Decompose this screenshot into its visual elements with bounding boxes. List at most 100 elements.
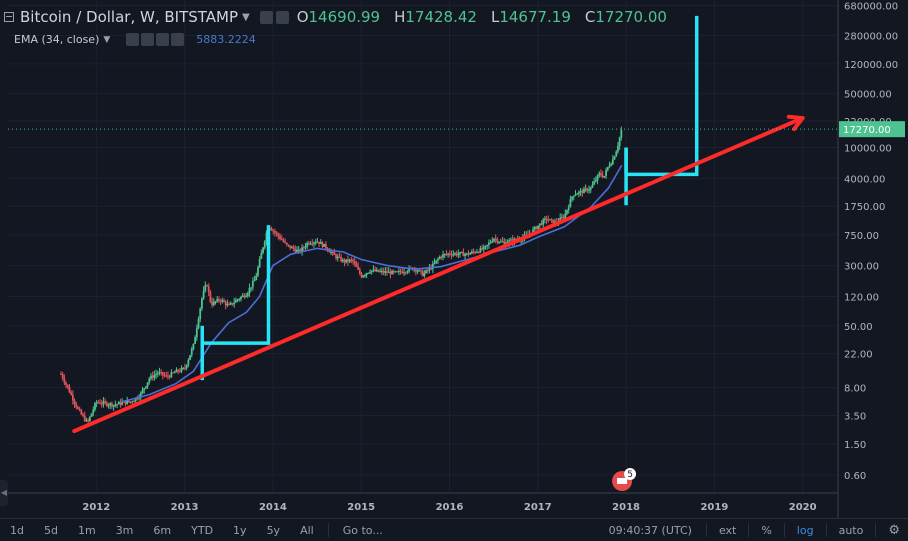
close-label: C <box>584 8 596 26</box>
candle-body <box>177 369 180 372</box>
candle-body <box>238 299 241 301</box>
candle-body <box>549 219 551 221</box>
candle-body <box>479 248 482 253</box>
percent-toggle[interactable]: % <box>761 523 772 537</box>
range-button[interactable]: 1d <box>10 523 24 537</box>
candle-body <box>216 299 219 302</box>
candle-body <box>258 258 261 268</box>
candle-body <box>577 191 580 194</box>
candle-body <box>116 404 118 406</box>
candle-body <box>104 401 107 403</box>
time-tick-label: 2014 <box>259 502 287 513</box>
candle-body <box>404 272 407 274</box>
candle-body <box>190 348 193 356</box>
candle-body <box>153 375 156 378</box>
indicator-value: 5883.2224 <box>196 33 256 46</box>
candle-body <box>471 251 473 254</box>
candle-body <box>330 251 332 253</box>
candle-body <box>333 252 336 255</box>
candle-body <box>319 242 322 245</box>
candle-body <box>386 271 388 273</box>
candle-body <box>255 275 258 281</box>
settings-icon[interactable] <box>141 33 155 46</box>
candle-body <box>63 378 66 383</box>
candle-body <box>114 404 117 406</box>
candle-body <box>61 374 64 379</box>
candle-body <box>459 252 461 255</box>
candle-body <box>440 256 443 258</box>
candle-body <box>567 207 570 211</box>
candle-body <box>450 254 453 256</box>
candle-body <box>426 270 429 272</box>
candle-body <box>151 375 154 378</box>
collapse-panel-handle[interactable]: ◀ <box>0 480 8 506</box>
chevron-down-icon[interactable]: ▼ <box>242 11 250 23</box>
candle-body <box>85 420 88 422</box>
eye-icon[interactable] <box>126 33 140 46</box>
eye-icon[interactable] <box>259 10 273 24</box>
collapse-icon[interactable] <box>4 12 14 22</box>
candle-body <box>307 243 310 245</box>
candle-body <box>129 401 132 403</box>
candle-body <box>550 219 553 221</box>
candle-body <box>593 181 596 185</box>
candle-body <box>277 233 280 237</box>
candle-body <box>489 242 492 244</box>
candle-body <box>211 301 214 306</box>
ext-toggle[interactable]: ext <box>718 523 737 537</box>
candle-body <box>100 403 103 405</box>
range-button[interactable]: 1y <box>233 523 247 537</box>
candle-body <box>172 372 174 374</box>
candle-body <box>97 402 100 404</box>
time-tick-label: 2013 <box>171 502 199 513</box>
candle-body <box>613 156 616 160</box>
symbol-title[interactable]: Bitcoin / Dollar, W, BITSTAMP <box>20 8 238 26</box>
candle-body <box>207 286 210 292</box>
auto-toggle[interactable]: auto <box>838 523 864 537</box>
candle-body <box>83 415 86 422</box>
range-button[interactable]: 5y <box>266 523 281 537</box>
candle-body <box>455 253 458 256</box>
candle-body <box>533 227 536 230</box>
candle-body <box>382 270 385 273</box>
candle-body <box>143 388 146 391</box>
plus-icon[interactable] <box>156 33 170 46</box>
price-tick-label: 50.00 <box>844 322 873 333</box>
candle-body <box>109 403 112 406</box>
candle-body <box>482 246 485 250</box>
candle-body <box>321 242 324 247</box>
candle-body <box>603 175 606 178</box>
candle-body <box>620 130 623 138</box>
goto-button[interactable]: Go to... <box>342 523 383 537</box>
candle-body <box>611 159 614 164</box>
price-tick-label: 300.00 <box>844 262 879 273</box>
candle-body <box>348 259 351 262</box>
candle-body <box>65 382 67 385</box>
range-button[interactable]: 5d <box>43 523 58 537</box>
candle-body <box>601 175 604 178</box>
range-button[interactable]: 1m <box>77 523 96 537</box>
candle-body <box>341 259 344 262</box>
price-tick-label: 22.00 <box>844 350 873 361</box>
open-label: O <box>296 8 309 26</box>
gear-icon[interactable]: ⚙ <box>888 522 900 538</box>
range-button[interactable]: 3m <box>115 523 134 537</box>
range-button[interactable]: YTD <box>191 523 214 537</box>
candle-body <box>408 267 410 272</box>
candle-body <box>389 271 392 275</box>
candle-body <box>345 259 348 263</box>
indicator-name[interactable]: EMA (34, close) <box>14 33 100 46</box>
range-button[interactable]: 6m <box>153 523 172 537</box>
time-axis: 2012 2013 2014 2015 2016 2017 2018 2019 2020 5 <box>0 468 838 513</box>
candle-body <box>605 170 607 176</box>
range-button[interactable]: All <box>300 523 314 537</box>
candle-body <box>328 250 331 253</box>
close-icon[interactable] <box>171 33 185 46</box>
time-tick-label: 2018 <box>612 502 640 513</box>
log-toggle[interactable]: log <box>796 523 814 537</box>
settings-icon[interactable] <box>275 10 289 24</box>
candle-body <box>338 256 341 258</box>
chevron-down-icon[interactable]: ▼ <box>103 34 111 45</box>
low-label: L <box>490 8 500 26</box>
